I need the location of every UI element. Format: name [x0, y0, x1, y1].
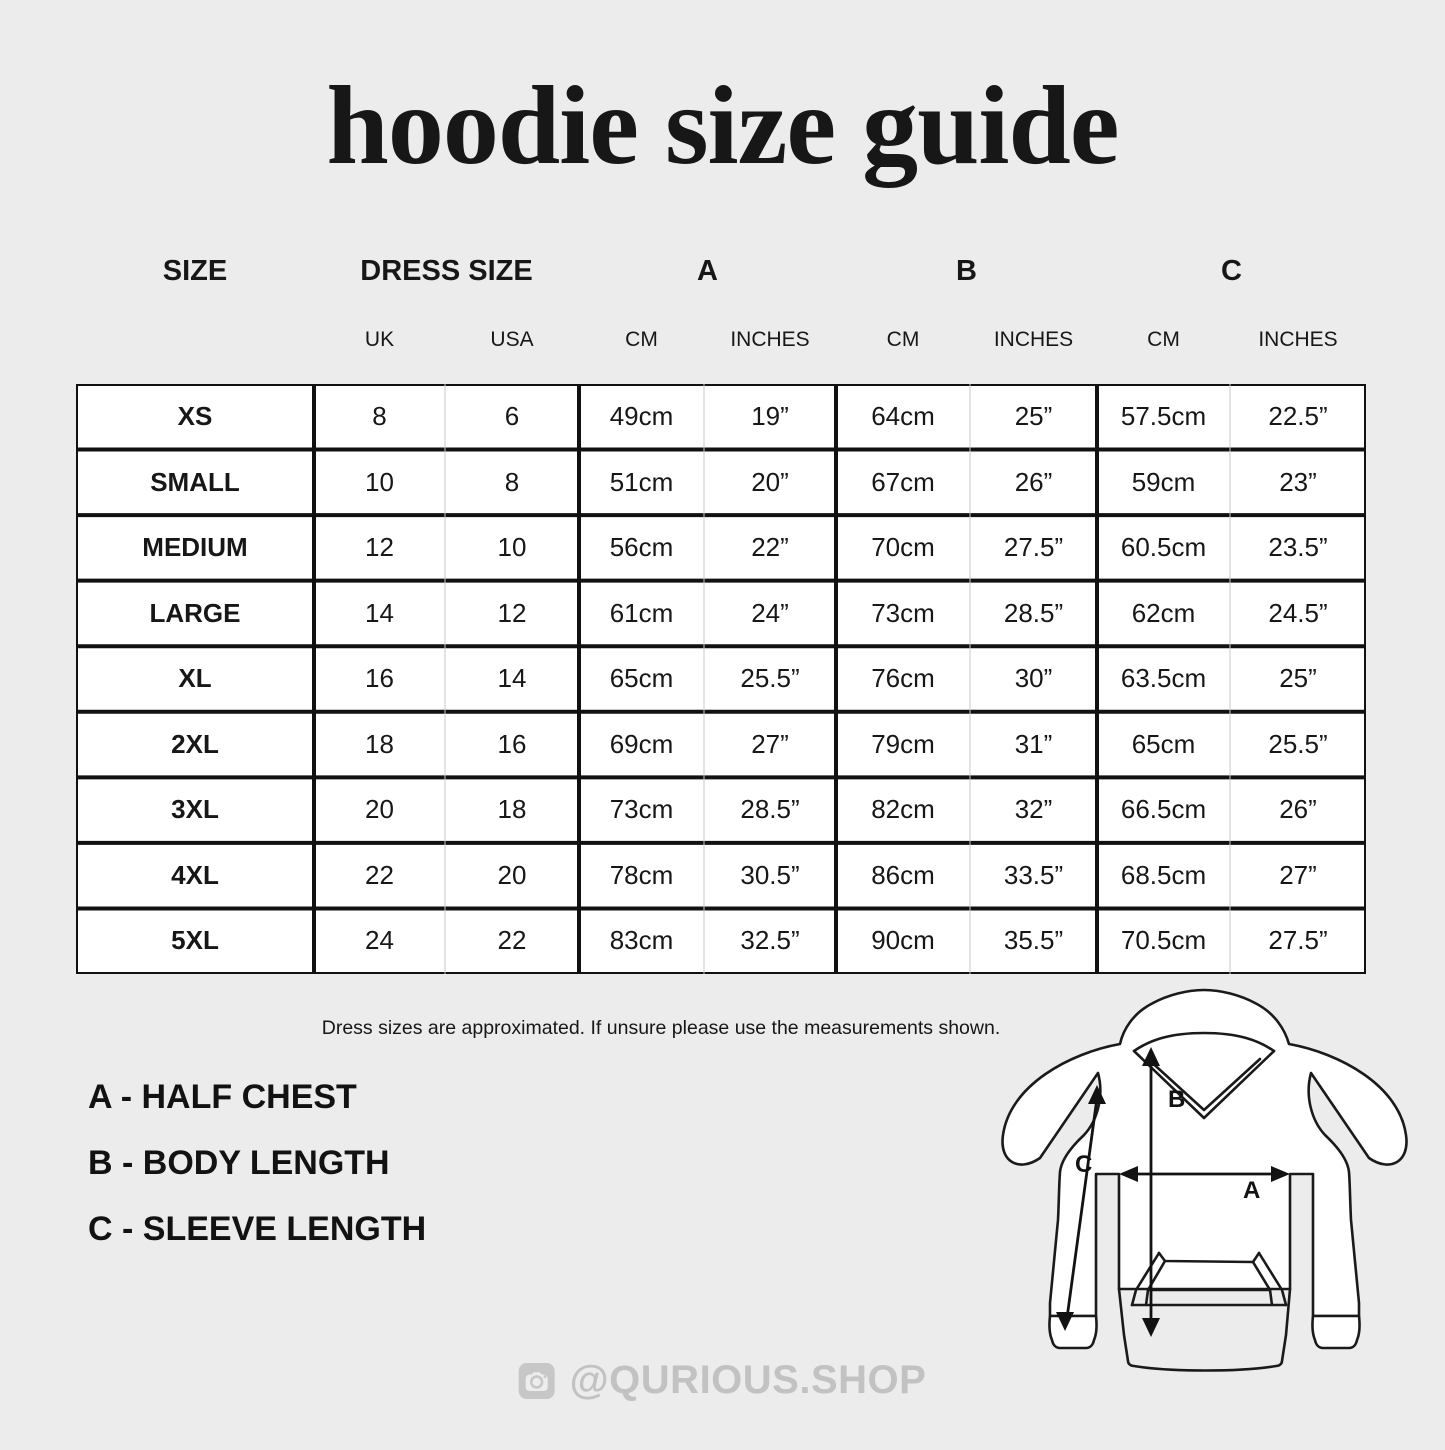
svg-text:B: B [1168, 1086, 1185, 1113]
svg-text:C: C [1075, 1151, 1092, 1178]
svg-text:A: A [1243, 1177, 1260, 1204]
